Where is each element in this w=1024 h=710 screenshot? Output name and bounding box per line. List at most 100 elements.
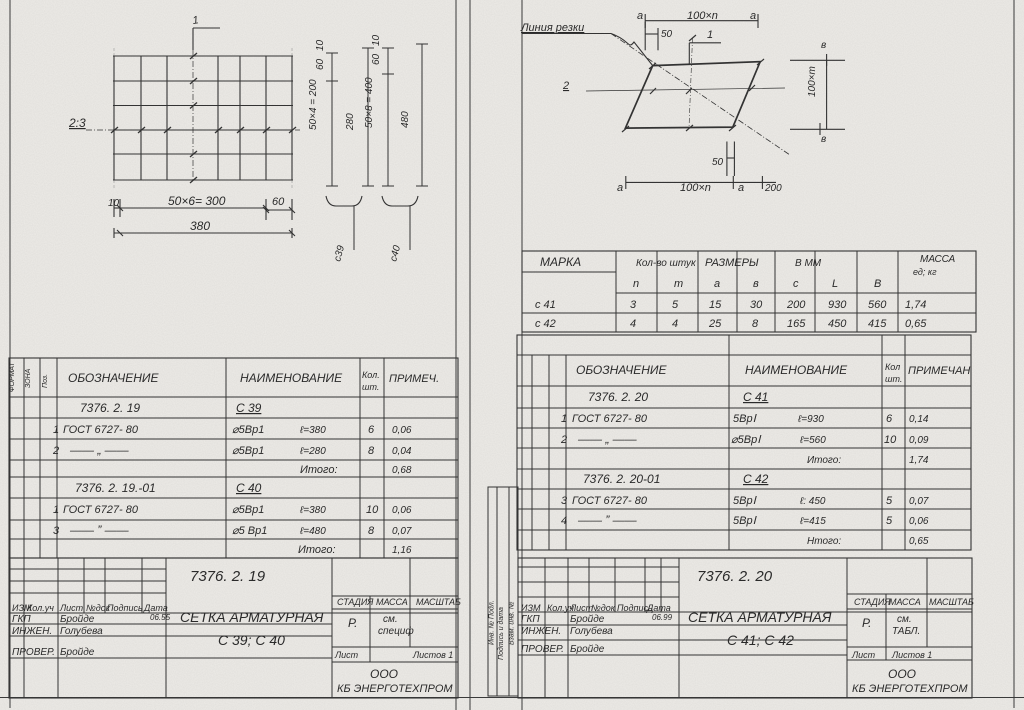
svg-text:200: 200 [786,299,806,311]
svg-text:8: 8 [752,318,759,330]
svg-text:Итого:: Итого: [298,544,336,556]
svg-text:ℓ: 450: ℓ: 450 [799,496,826,507]
svg-text:a: a [714,278,720,290]
svg-text:50×4 = 200: 50×4 = 200 [308,79,319,130]
svg-text:7376. 2. 20: 7376. 2. 20 [697,568,773,585]
svg-text:15: 15 [709,299,722,311]
svg-text:8: 8 [368,445,375,457]
svg-text:Итого:: Итого: [807,455,841,466]
svg-text:КБ ЭНЕРГОТЕХПРОМ: КБ ЭНЕРГОТЕХПРОМ [337,683,453,695]
svg-text:Дата: Дата [646,603,671,613]
svg-text:Бройде: Бройде [60,647,95,658]
svg-text:ОБОЗНАЧЕНИЕ: ОБОЗНАЧЕНИЕ [68,371,160,385]
svg-text:Голубева: Голубева [570,625,613,637]
svg-text:3: 3 [53,525,60,537]
svg-text:ПРИМЕЧАН: ПРИМЕЧАН [908,365,970,377]
svg-text:8: 8 [368,525,375,537]
svg-text:6: 6 [368,424,375,436]
svg-text:ФОРМАТ: ФОРМАТ [9,362,16,392]
svg-text:см.: см. [383,614,398,625]
svg-text:2: 2 [560,434,567,446]
svg-text:n: n [633,278,639,290]
svg-text:L: L [832,278,838,290]
svg-text:06.99: 06.99 [652,613,673,622]
svg-text:см.: см. [897,614,912,625]
svg-text:7376. 2. 19: 7376. 2. 19 [80,401,140,415]
svg-text:60: 60 [315,58,326,70]
svg-text:Линия резки: Линия резки [520,22,584,34]
svg-text:Итого:: Итого: [300,464,338,476]
svg-text:2: 2 [562,80,569,92]
svg-text:Бройде: Бройде [60,614,95,625]
svg-text:1,16: 1,16 [392,545,412,556]
svg-text:165: 165 [787,318,806,330]
svg-text:7376. 2. 20-01: 7376. 2. 20-01 [583,472,660,486]
svg-text:Нтого:: Нтого: [807,536,841,547]
svg-text:МАРКА: МАРКА [540,255,581,269]
svg-text:Голубева: Голубева [60,625,103,637]
svg-text:С 41: С 41 [743,390,768,404]
svg-text:1,74: 1,74 [905,299,926,311]
svg-text:50×8 = 400: 50×8 = 400 [364,77,375,128]
svg-text:a: a [617,182,623,194]
svg-text:ед; кг: ед; кг [913,267,937,277]
svg-text:ℓ=480: ℓ=480 [299,526,326,537]
svg-text:Инв. № Подл.: Инв. № Подл. [488,600,496,645]
svg-text:МАССА: МАССА [889,597,921,607]
svg-text:Поз.: Поз. [42,374,49,388]
svg-text:с 42: с 42 [535,318,556,330]
svg-text:РАЗМЕРЫ: РАЗМЕРЫ [705,257,759,269]
svg-text:0,06: 0,06 [909,516,929,527]
svg-text:4: 4 [672,318,678,330]
svg-text:0,68: 0,68 [392,465,412,476]
svg-text:380: 380 [190,219,210,233]
svg-text:СЕТКА АРМАТУРНАЯ: СЕТКА АРМАТУРНАЯ [688,609,832,625]
svg-text:ГОСТ 6727- 80: ГОСТ 6727- 80 [63,504,139,516]
svg-text:С 42: С 42 [743,472,769,486]
svg-text:шт.: шт. [885,374,902,384]
svg-text:ИНЖЕН.: ИНЖЕН. [521,626,561,637]
svg-text:ИЗМ: ИЗМ [521,603,541,613]
svg-text:7376. 2. 19.-01: 7376. 2. 19.-01 [75,481,156,495]
svg-text:5ВрⅠ: 5ВрⅠ [733,515,758,527]
svg-text:Лист: Лист [59,603,84,613]
svg-text:4: 4 [630,318,636,330]
svg-text:в: в [753,278,759,290]
svg-text:Бройде: Бройде [570,644,605,655]
svg-text:Дата: Дата [143,603,168,613]
svg-text:ℓ=380: ℓ=380 [299,425,326,436]
svg-text:a: a [738,182,744,194]
svg-text:c: c [793,278,799,290]
svg-text:10: 10 [108,198,120,209]
svg-text:10: 10 [371,34,382,46]
svg-text:ГОСТ 6727- 80: ГОСТ 6727- 80 [572,495,648,507]
svg-text:10: 10 [366,504,379,516]
svg-text:450: 450 [828,318,847,330]
svg-text:С 40: С 40 [236,481,262,495]
svg-text:ГКП: ГКП [12,614,31,625]
svg-text:С 39: С 39 [236,401,262,415]
svg-text:МАССА: МАССА [376,597,408,607]
svg-text:60: 60 [371,53,382,65]
svg-text:⌀5Вр1: ⌀5Вр1 [232,445,264,457]
svg-text:⌀5Вр1: ⌀5Вр1 [232,504,264,516]
svg-text:7376. 2. 20: 7376. 2. 20 [588,390,648,404]
svg-text:a: a [637,10,643,22]
svg-text:ГОСТ 6727- 80: ГОСТ 6727- 80 [572,413,648,425]
svg-text:100×n: 100×n [680,182,711,194]
svg-text:1: 1 [53,504,59,516]
svg-text:№док: №док [591,603,616,613]
svg-text:5: 5 [886,495,893,507]
svg-text:560: 560 [868,299,887,311]
svg-text:ЗОНА: ЗОНА [25,368,32,388]
svg-text:В ММ: В ММ [795,258,822,269]
svg-text:25: 25 [708,318,722,330]
svg-text:шт.: шт. [362,382,379,392]
svg-text:10: 10 [315,39,326,51]
svg-text:Кол-во штук: Кол-во штук [636,258,697,269]
svg-text:ℓ=280: ℓ=280 [299,446,326,457]
svg-text:06.55: 06.55 [150,613,171,622]
svg-text:Р.: Р. [862,616,871,630]
svg-text:1: 1 [561,413,567,425]
svg-text:a: a [750,10,756,22]
